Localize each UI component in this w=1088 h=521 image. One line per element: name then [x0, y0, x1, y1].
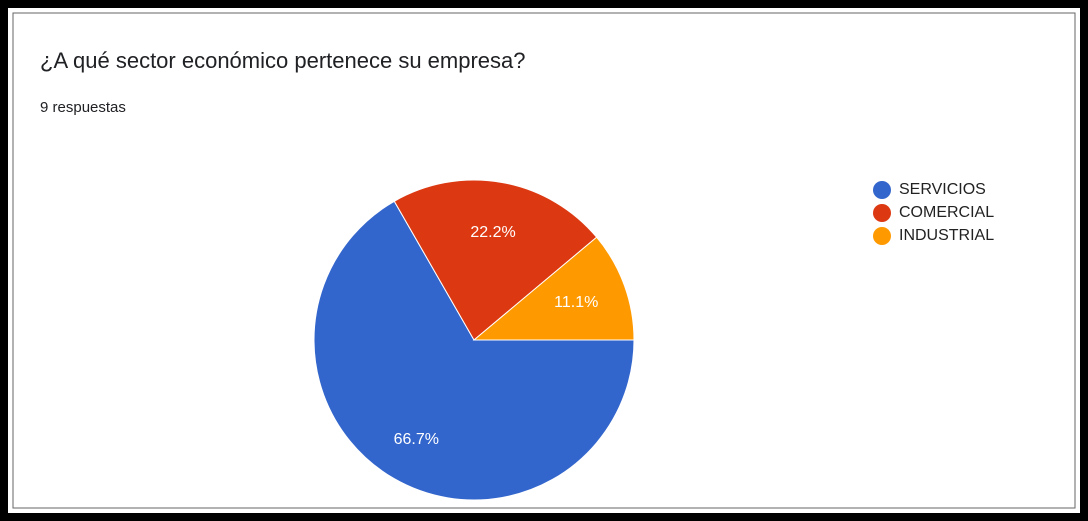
chart-subtitle: 9 respuestas: [40, 99, 126, 116]
pie-slice: [472, 236, 635, 341]
legend-label: SERVICIOS: [899, 181, 986, 198]
legend-label: COMERCIAL: [899, 204, 994, 221]
chart-title: ¿A qué sector económico pertenece su emp…: [40, 48, 526, 73]
slice-label: 11.1%: [554, 294, 598, 311]
card-border: [12, 12, 1076, 509]
legend-swatch: [873, 227, 891, 245]
pie-slice: [313, 200, 635, 501]
legend-swatch: [873, 204, 891, 222]
legend-swatch: [873, 181, 891, 199]
slice-label: 22.2%: [470, 224, 515, 241]
slice-label: 66.7%: [394, 431, 439, 448]
pie-slice: [393, 179, 598, 341]
legend-label: INDUSTRIAL: [899, 227, 994, 244]
